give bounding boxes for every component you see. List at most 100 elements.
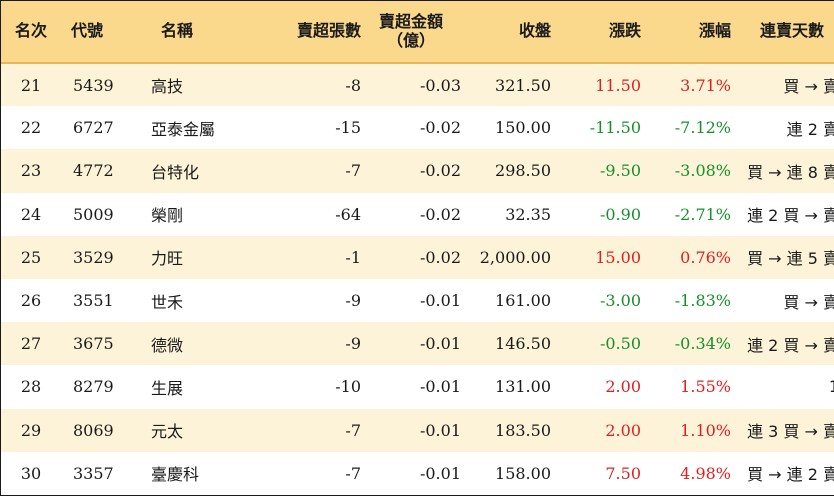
name-cell: 亞泰金屬 bbox=[151, 119, 216, 139]
rank-cell: 28 bbox=[20, 377, 42, 397]
header-row: 名次 代號 名稱 賣超張數 賣超金額 （億） 收盤 漲跌 漲幅 連賣天數 bbox=[1, 1, 834, 64]
header-change-pct[interactable]: 漲幅 bbox=[641, 1, 731, 64]
table-header: 名次 代號 名稱 賣超張數 賣超金額 （億） 收盤 漲跌 漲幅 連賣天數 bbox=[1, 1, 834, 64]
net-sell-amount-cell: -0.01 bbox=[419, 334, 461, 354]
table-row[interactable]: 22 6727 亞泰金屬 -15 -0.02 150.00 -11.50 -7.12% 連 2 … bbox=[1, 106, 834, 150]
net-sell-lots-cell: -7 bbox=[345, 463, 361, 483]
net-sell-lots-cell: -8 bbox=[345, 75, 361, 95]
header-net-sell-amount-unit: （億） bbox=[386, 30, 435, 50]
net-sell-amount-cell: -0.02 bbox=[419, 204, 461, 224]
net-sell-lots-cell: -7 bbox=[345, 420, 361, 440]
change-pct-cell: 4.98% bbox=[680, 463, 731, 483]
consecutive-days-cell: 買 → 連 2 賣 bbox=[747, 465, 834, 485]
table-row[interactable]: 23 4772 台特化 -7 -0.02 298.50 -9.50 -3.08% 買 → 連 8… bbox=[1, 149, 834, 193]
net-sell-lots-cell: -15 bbox=[335, 118, 361, 138]
code-cell: 3675 bbox=[73, 334, 114, 354]
name-cell: 台特化 bbox=[151, 162, 200, 182]
table-row[interactable]: 30 3357 臺慶科 -7 -0.01 158.00 7.50 4.98% 買 → 連 2 賣 bbox=[1, 451, 834, 495]
table-row[interactable]: 27 3675 德微 -9 -0.01 146.50 -0.50 -0.34% 連 2 買 → … bbox=[1, 322, 834, 366]
rank-cell: 22 bbox=[20, 118, 42, 138]
header-net-sell-amount[interactable]: 賣超金額 （億） bbox=[361, 1, 461, 64]
close-price-cell: 183.50 bbox=[495, 420, 551, 440]
change-pct-cell: 0.76% bbox=[680, 247, 731, 267]
net-sell-lots-cell: -64 bbox=[335, 204, 361, 224]
rank-cell: 23 bbox=[20, 161, 42, 181]
code-cell: 8069 bbox=[73, 420, 114, 440]
table-row[interactable]: 25 3529 力旺 -1 -0.02 2,000.00 15.00 0.76% 買 → 連 5… bbox=[1, 235, 834, 279]
change-cell: -0.90 bbox=[599, 204, 641, 224]
consecutive-days-cell: 連 3 買 → 賣 bbox=[747, 422, 834, 442]
consecutive-days-cell: 買 → 連 5 賣 bbox=[747, 249, 834, 269]
code-cell: 4772 bbox=[73, 161, 114, 181]
consecutive-days-cell: 買 → 賣 bbox=[783, 77, 834, 97]
name-cell: 德微 bbox=[151, 335, 184, 355]
change-cell: 2.00 bbox=[605, 420, 641, 440]
rank-cell: 25 bbox=[20, 247, 42, 267]
change-pct-cell: 1.10% bbox=[680, 420, 731, 440]
code-cell: 8279 bbox=[73, 377, 114, 397]
change-cell: 11.50 bbox=[595, 75, 641, 95]
net-sell-lots-cell: -7 bbox=[345, 161, 361, 181]
code-cell: 3551 bbox=[73, 291, 114, 311]
net-sell-lots-cell: -10 bbox=[335, 377, 361, 397]
net-sell-amount-cell: -0.01 bbox=[419, 291, 461, 311]
header-net-sell-lots[interactable]: 賣超張數 bbox=[251, 1, 361, 64]
table-body: 21 5439 高技 -8 -0.03 321.50 11.50 3.71% 買 → 賣 22 67… bbox=[1, 63, 834, 495]
table-row[interactable]: 28 8279 生展 -10 -0.01 131.00 2.00 1.55% 1 bbox=[1, 365, 834, 409]
header-close[interactable]: 收盤 bbox=[461, 1, 551, 64]
net-sell-amount-cell: -0.01 bbox=[419, 420, 461, 440]
close-price-cell: 131.00 bbox=[495, 377, 551, 397]
header-rank[interactable]: 名次 bbox=[1, 1, 61, 64]
name-cell: 世禾 bbox=[151, 292, 184, 312]
consecutive-days-cell: 連 2 買 → 賣 bbox=[747, 335, 834, 355]
change-pct-cell: -2.71% bbox=[674, 204, 731, 224]
change-cell: 7.50 bbox=[605, 463, 641, 483]
change-cell: -0.50 bbox=[599, 334, 641, 354]
net-sell-lots-cell: -1 bbox=[345, 247, 361, 267]
code-cell: 5439 bbox=[73, 75, 114, 95]
close-price-cell: 321.50 bbox=[495, 75, 551, 95]
header-change[interactable]: 漲跌 bbox=[551, 1, 641, 64]
net-sell-amount-cell: -0.02 bbox=[419, 247, 461, 267]
change-pct-cell: 1.55% bbox=[680, 377, 731, 397]
change-cell: -9.50 bbox=[599, 161, 641, 181]
name-cell: 元太 bbox=[151, 422, 184, 442]
net-sell-amount-cell: -0.01 bbox=[419, 377, 461, 397]
close-price-cell: 150.00 bbox=[495, 118, 551, 138]
name-cell: 生展 bbox=[151, 378, 184, 398]
rank-cell: 27 bbox=[20, 334, 42, 354]
name-cell: 力旺 bbox=[151, 249, 184, 269]
consecutive-days-cell: 連 2 買 → 賣 bbox=[747, 206, 834, 226]
change-pct-cell: -7.12% bbox=[674, 118, 731, 138]
table-row[interactable]: 24 5009 榮剛 -64 -0.02 32.35 -0.90 -2.71% 連 2 買 → … bbox=[1, 192, 834, 236]
name-cell: 榮剛 bbox=[151, 206, 184, 226]
close-price-cell: 146.50 bbox=[495, 334, 551, 354]
rank-cell: 21 bbox=[20, 75, 42, 95]
rank-cell: 30 bbox=[20, 463, 42, 483]
name-cell: 高技 bbox=[151, 77, 184, 97]
change-cell: -11.50 bbox=[589, 118, 641, 138]
net-sell-amount-cell: -0.02 bbox=[419, 118, 461, 138]
close-price-cell: 2,000.00 bbox=[479, 247, 551, 267]
header-consecutive-sell-days[interactable]: 連賣天數 bbox=[731, 1, 834, 64]
code-cell: 5009 bbox=[73, 204, 114, 224]
change-pct-cell: 3.71% bbox=[680, 75, 731, 95]
table-row[interactable]: 21 5439 高技 -8 -0.03 321.50 11.50 3.71% 買 → 賣 bbox=[1, 63, 834, 107]
consecutive-days-cell: 買 → 連 8 賣 bbox=[747, 162, 834, 182]
change-pct-cell: -0.34% bbox=[674, 334, 731, 354]
close-price-cell: 298.50 bbox=[495, 161, 551, 181]
change-cell: -3.00 bbox=[599, 291, 641, 311]
close-price-cell: 161.00 bbox=[495, 291, 551, 311]
net-sell-amount-cell: -0.02 bbox=[419, 161, 461, 181]
header-name[interactable]: 名稱 bbox=[141, 1, 251, 64]
change-pct-cell: -1.83% bbox=[674, 291, 731, 311]
rank-cell: 29 bbox=[20, 420, 42, 440]
consecutive-days-cell: 連 2 賣 bbox=[786, 119, 834, 139]
table-row[interactable]: 26 3551 世禾 -9 -0.01 161.00 -3.00 -1.83% 買 → 賣 bbox=[1, 278, 834, 323]
table-row[interactable]: 29 8069 元太 -7 -0.01 183.50 2.00 1.10% 連 3 買 → 賣 bbox=[1, 408, 834, 452]
change-cell: 15.00 bbox=[595, 247, 641, 267]
header-code[interactable]: 代號 bbox=[61, 1, 141, 64]
net-sell-amount-cell: -0.03 bbox=[419, 75, 461, 95]
